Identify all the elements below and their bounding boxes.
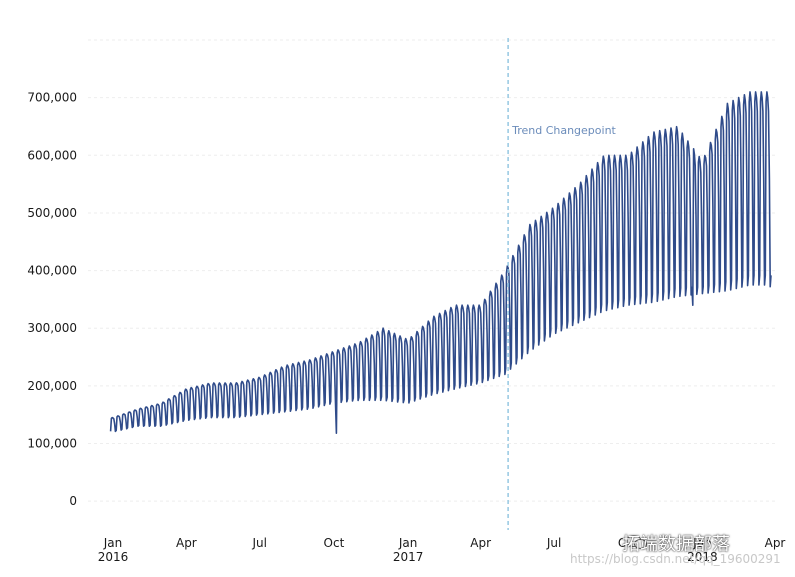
changepoint-label: Trend Changepoint [511,124,616,137]
y-tick-label: 0 [69,494,77,508]
y-axis: 0 100,000 200,000 300,000 400,000 500,000 600,… [27,91,77,509]
x-tick-label: Apr [470,536,491,550]
x-axis: Jan2016AprJulOctJan2017AprJulOctJan2018A… [98,536,786,564]
watermark-url: https://blog.csdn.net/qq_19600291 [570,552,781,566]
x-tick-year-label: 2018 [687,550,718,564]
y-tick-label: 500,000 [27,206,77,220]
y-tick-label: 700,000 [27,91,77,105]
x-tick-label: Oct [324,536,345,550]
y-tick-label: 300,000 [27,321,77,335]
x-tick-label: Apr [765,536,786,550]
x-tick-year-label: 2017 [393,550,424,564]
x-tick-label: Jan [103,536,123,550]
x-tick-label: Jul [252,536,267,550]
wechat-icon [626,535,647,549]
annotations-group: Trend Changepoint [507,38,617,530]
x-tick-label: Jan [398,536,418,550]
y-tick-label: 200,000 [27,379,77,393]
y-tick-label: 400,000 [27,264,77,278]
x-tick-label: Jul [546,536,561,550]
x-tick-label: Apr [176,536,197,550]
watermark-brand: 拓端数据部落 [622,534,730,555]
y-tick-label: 600,000 [27,148,77,162]
x-tick-year-label: 2016 [98,550,129,564]
series-group [109,91,772,435]
x-tick-label: Jan [692,536,712,550]
y-tick-label: 100,000 [27,437,77,451]
series-line [109,91,772,435]
grid-lines [88,39,775,502]
